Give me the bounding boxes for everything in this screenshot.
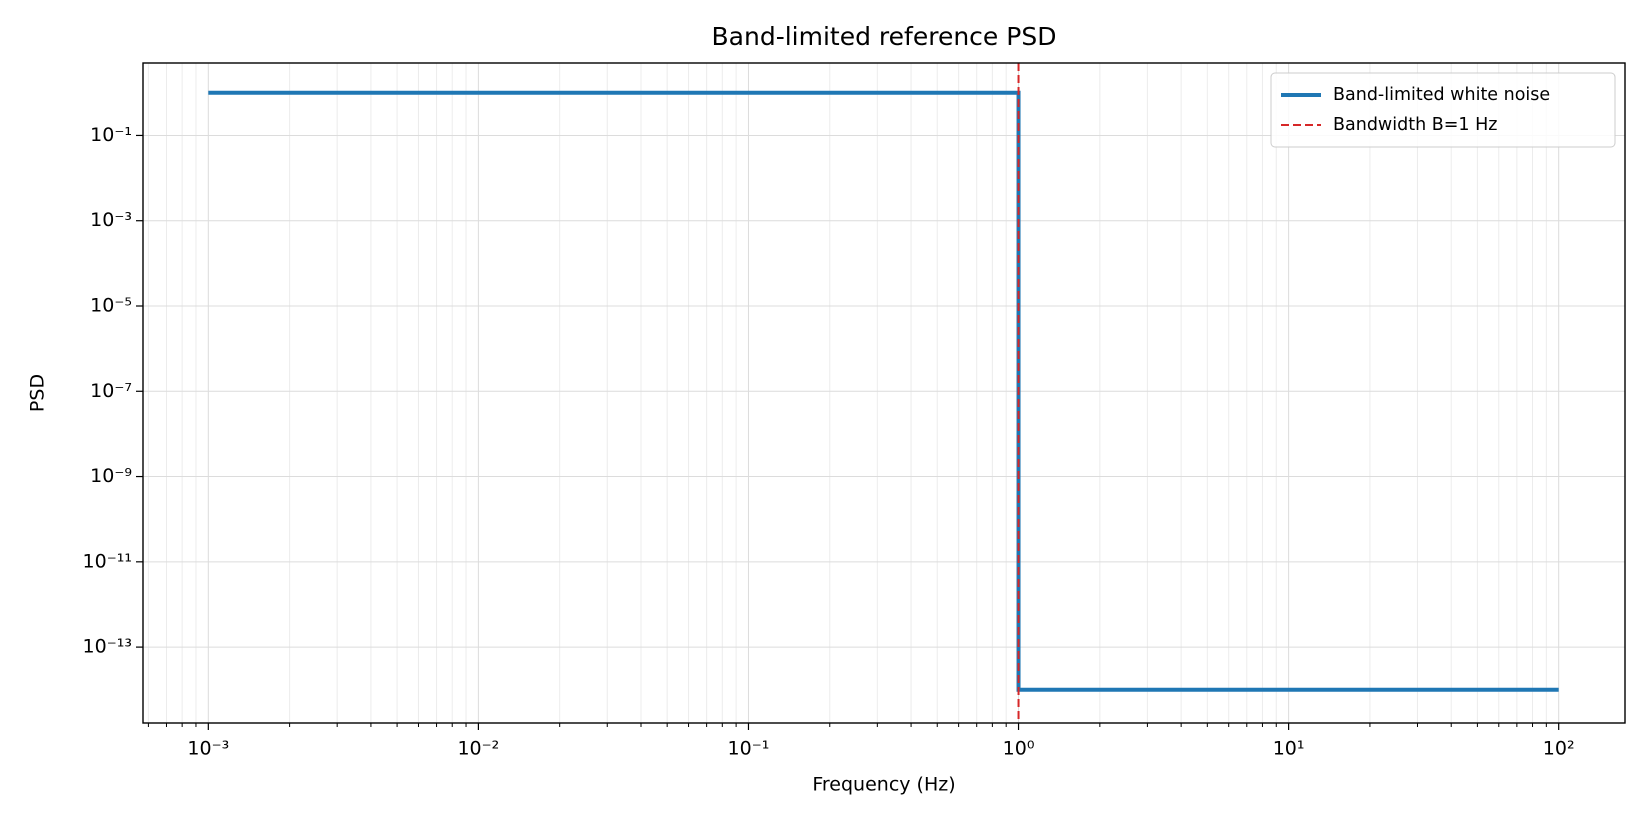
x-tick-label: 10⁻² [457, 738, 499, 760]
legend-box [1270, 72, 1616, 148]
y-tick-label: 10⁻¹³ [83, 636, 132, 658]
x-tick-label: 10⁻³ [187, 738, 229, 760]
x-axis-label: Frequency (Hz) [812, 774, 955, 796]
y-tick-label: 10⁻¹ [90, 124, 132, 146]
chart-title: Band-limited reference PSD [712, 22, 1057, 51]
legend-label: Band-limited white noise [1333, 85, 1550, 105]
y-tick-label: 10⁻⁹ [90, 465, 132, 487]
y-tick-label: 10⁻³ [90, 209, 132, 231]
x-tick-label: 10⁰ [1003, 738, 1035, 760]
x-tick-label: 10¹ [1273, 738, 1305, 760]
x-tick-label: 10² [1543, 738, 1575, 760]
plot-frame [142, 62, 1626, 724]
y-axis-label: PSD [27, 374, 49, 412]
y-tick-label: 10⁻⁷ [90, 380, 132, 402]
y-tick-label: 10⁻⁵ [90, 294, 132, 316]
x-tick-label: 10⁻¹ [728, 738, 770, 760]
y-tick-label: 10⁻¹¹ [83, 550, 132, 572]
legend-label: Bandwidth B=1 Hz [1333, 115, 1497, 135]
